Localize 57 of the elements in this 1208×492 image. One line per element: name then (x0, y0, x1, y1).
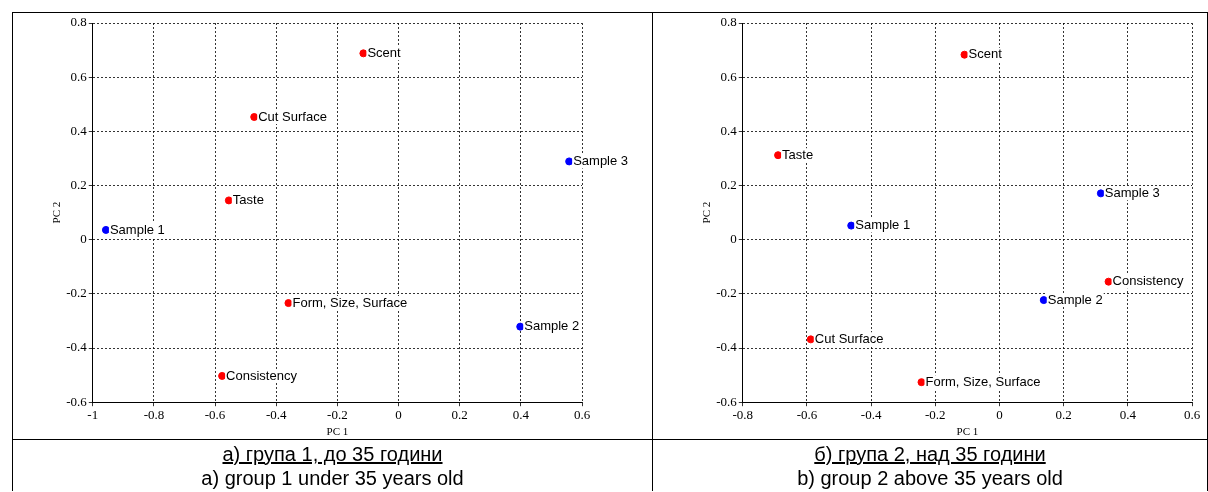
x-tick-label: 0 (996, 407, 1003, 423)
y-axis-title: PC 2 (700, 201, 713, 224)
y-tick-label: 0.8 (720, 14, 737, 30)
x-tick-label: -0.8 (143, 407, 165, 423)
y-tick-label: 0.2 (70, 176, 87, 192)
x-tick-label: 0 (395, 407, 402, 423)
y-tick-label: 0 (730, 231, 737, 247)
y-tick-label: -0.6 (66, 393, 88, 409)
x-axis-title: PC 1 (326, 425, 349, 438)
annotation: Sample 3 (573, 152, 629, 168)
x-tick-label: 0.6 (573, 407, 591, 423)
annotation: Taste (782, 146, 814, 162)
annotation: Sample 1 (855, 217, 911, 233)
x-tick-label: 0.6 (1183, 407, 1201, 423)
annotation: Sample 3 (1104, 184, 1160, 200)
annotation: Consistency (1112, 273, 1184, 289)
y-tick-label: -0.2 (66, 285, 87, 301)
x-tick-label: -0.4 (860, 407, 882, 423)
y-tick-label: 0.4 (720, 122, 738, 138)
y-tick-label: -0.4 (66, 339, 88, 355)
annotation: Cut Surface (814, 330, 884, 346)
y-tick-label: 0.6 (720, 68, 738, 84)
y-tick-label: 0.8 (70, 14, 87, 30)
y-tick-label: -0.4 (716, 339, 738, 355)
annotation: Scent (367, 44, 402, 60)
x-tick-label: 0.4 (1119, 407, 1137, 423)
x-tick-label: 0.2 (1055, 407, 1072, 423)
annotation: Cut Surface (258, 108, 327, 124)
text: б) група 2, над 35 години (813, 442, 1047, 466)
y-tick-label: -0.2 (716, 285, 737, 301)
x-tick-label: 0.2 (451, 407, 468, 423)
text: b) group 2 above 35 years old (796, 466, 1064, 490)
y-tick-label: -0.6 (716, 393, 738, 409)
x-tick-label: -0.8 (732, 407, 754, 423)
annotation: Sample 2 (1047, 291, 1103, 307)
annotation: Form, Size, Surface (292, 294, 408, 310)
x-tick-label: -0.2 (925, 407, 946, 423)
text: а) група 1, до 35 години (221, 442, 444, 466)
y-tick-label: 0 (80, 231, 87, 247)
x-axis-title: PC 1 (956, 425, 979, 438)
x-tick-label: -1 (87, 407, 99, 423)
annotation: Consistency (226, 367, 298, 383)
x-tick-label: -0.2 (327, 407, 348, 423)
annotation: Scent (968, 46, 1003, 62)
annotation: Form, Size, Surface (925, 373, 1041, 389)
y-axis-title: PC 2 (50, 201, 63, 224)
y-tick-label: 0.4 (70, 122, 88, 138)
text: a) group 1 under 35 years old (200, 466, 465, 490)
y-tick-label: 0.6 (70, 68, 88, 84)
annotation: Sample 1 (109, 221, 165, 237)
x-tick-label: 0.4 (512, 407, 530, 423)
x-tick-label: -0.6 (796, 407, 818, 423)
x-tick-label: -0.4 (265, 407, 288, 423)
y-tick-label: 0.2 (720, 176, 737, 192)
x-tick-label: -0.6 (204, 407, 226, 423)
annotation: Sample 2 (524, 318, 580, 334)
annotation: Taste (232, 191, 264, 207)
